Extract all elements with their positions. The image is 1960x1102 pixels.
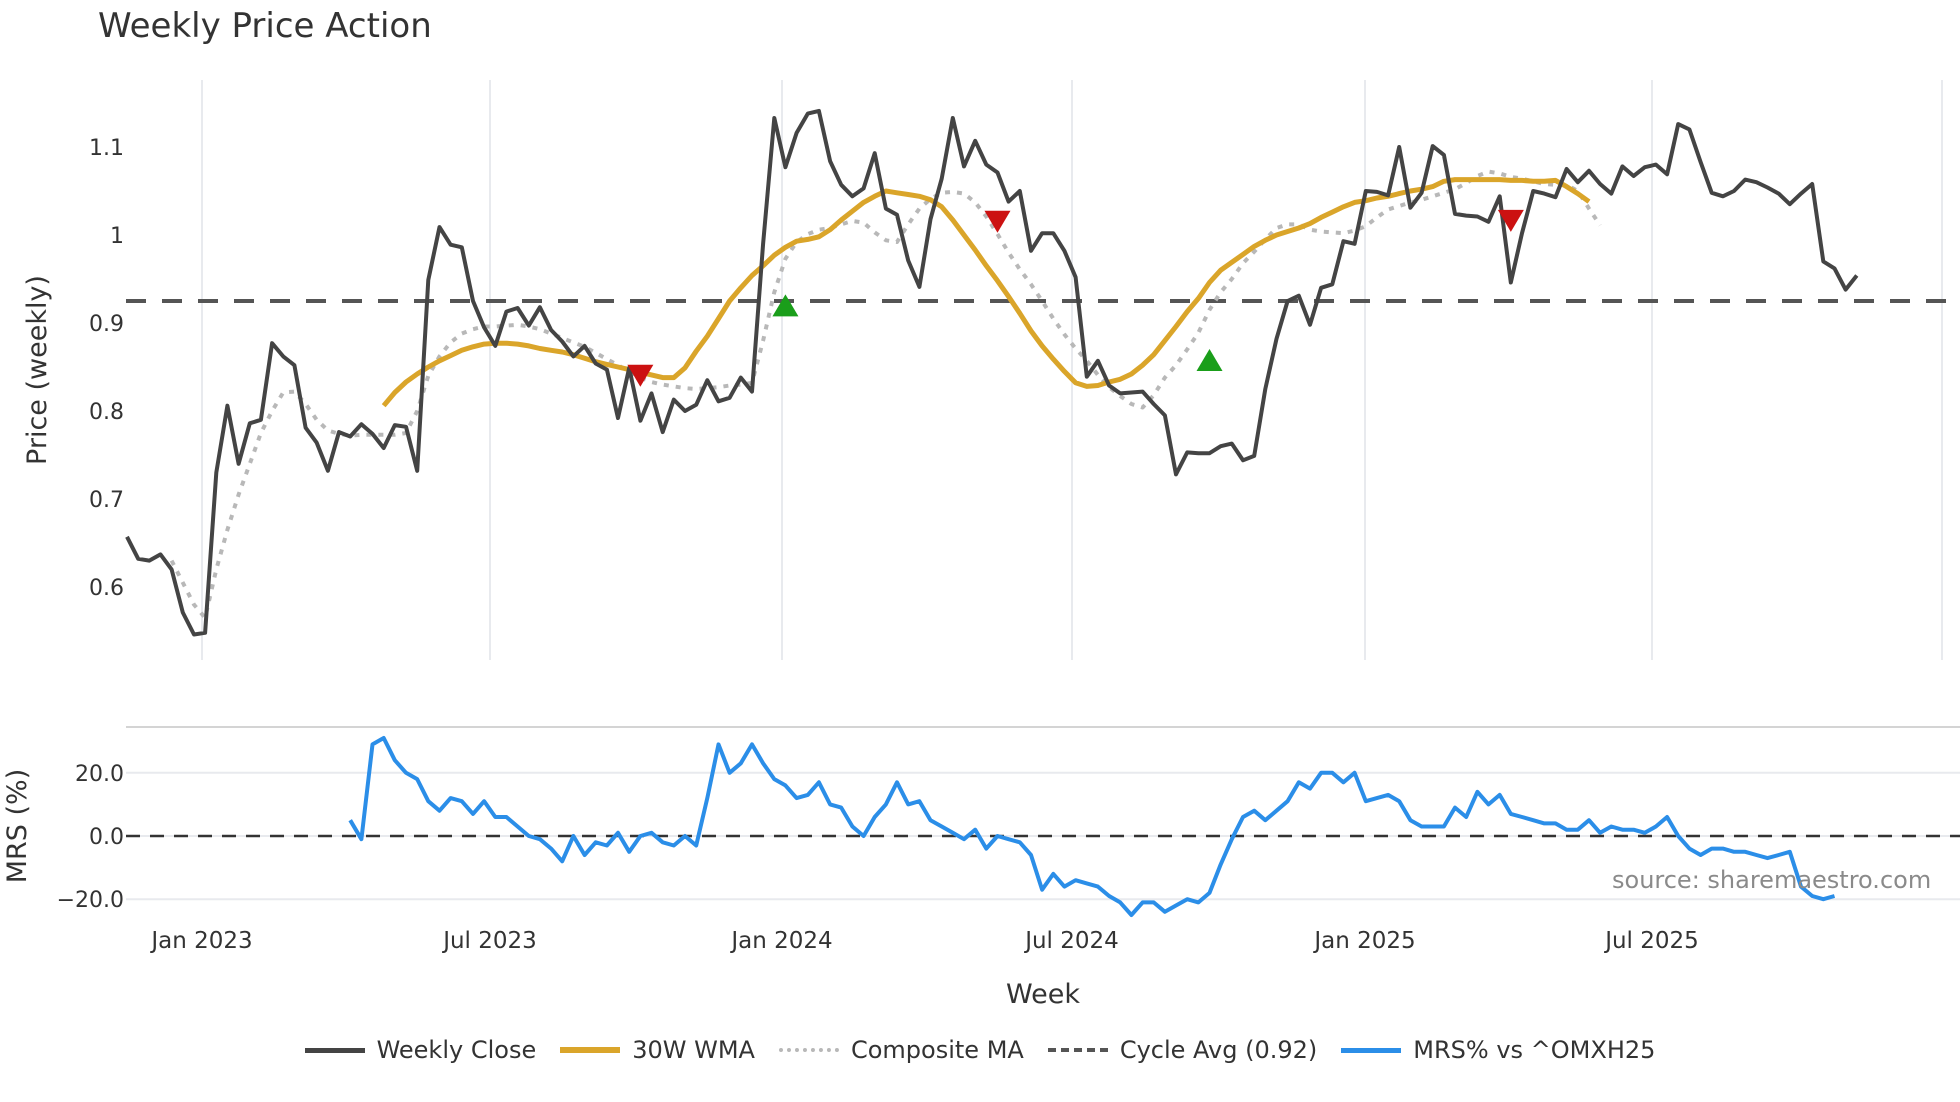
legend-item-mrs[interactable]: MRS% vs ^OMXH25: [1341, 1036, 1655, 1064]
buy-signal-icon: [1196, 348, 1223, 371]
svg-text:Jan 2025: Jan 2025: [1312, 928, 1415, 954]
legend-item-close[interactable]: Weekly Close: [304, 1036, 537, 1064]
cycle-dashed-line-icon: [1047, 1048, 1108, 1052]
svg-text:Price (weekly): Price (weekly): [22, 275, 53, 465]
svg-text:Jan 2024: Jan 2024: [729, 928, 832, 954]
legend-label: Cycle Avg (0.92): [1119, 1036, 1318, 1064]
svg-text:1: 1: [110, 224, 124, 249]
sell-signal-icon: [1497, 209, 1524, 232]
buy-signal-icon: [772, 294, 799, 317]
svg-text:0.9: 0.9: [89, 312, 124, 337]
composite-ma-line: [169, 169, 1602, 620]
axis-labels: Week Price (weekly) MRS (%): [2, 275, 1080, 1010]
svg-text:Jul 2023: Jul 2023: [441, 928, 537, 954]
legend-item-wma[interactable]: 30W WMA: [560, 1036, 755, 1064]
grid-lines: [126, 80, 1960, 901]
svg-text:20.0: 20.0: [75, 762, 124, 787]
svg-text:0.6: 0.6: [89, 576, 124, 601]
svg-text:−20.0: −20.0: [57, 888, 124, 913]
legend-label: Composite MA: [850, 1036, 1024, 1064]
svg-text:0.8: 0.8: [89, 400, 124, 425]
legend-item-cycle[interactable]: Cycle Avg (0.92): [1047, 1036, 1318, 1064]
legend-label: Weekly Close: [376, 1036, 537, 1064]
svg-text:Jul 2025: Jul 2025: [1603, 928, 1699, 954]
legend-label: 30W WMA: [632, 1036, 755, 1064]
legend-label: MRS% vs ^OMXH25: [1413, 1036, 1656, 1064]
close-line-icon: [304, 1047, 365, 1053]
sell-signal-icon: [627, 364, 654, 387]
composite-dotted-line-icon: [778, 1048, 839, 1052]
source-label: source: sharemaestro.com: [1612, 866, 1932, 894]
series-lines: [125, 108, 1960, 917]
svg-text:0.7: 0.7: [89, 488, 124, 513]
svg-text:Week: Week: [1006, 979, 1080, 1010]
weekly-close-line: [125, 108, 1859, 637]
mrs-line-icon: [1341, 1047, 1402, 1053]
x-axis-ticks: Jan 2023 Jul 2023 Jan 2024 Jul 2024 Jan 2025…: [149, 928, 1698, 954]
svg-text:Jan 2023: Jan 2023: [149, 928, 252, 954]
wma-line-icon: [560, 1047, 621, 1053]
legend-item-composite[interactable]: Composite MA: [778, 1036, 1024, 1064]
svg-text:Jul 2024: Jul 2024: [1023, 928, 1119, 954]
svg-text:0.0: 0.0: [89, 825, 124, 850]
signal-markers: [627, 209, 1524, 387]
chart-title: Weekly Price Action: [98, 6, 432, 46]
mrs-line: [348, 736, 1836, 917]
svg-text:1.1: 1.1: [89, 136, 124, 161]
legend: Weekly Close 30W WMA Composite MA Cycle …: [0, 1036, 1960, 1064]
svg-text:MRS (%): MRS (%): [2, 769, 33, 884]
y-axis-ticks: 0.6 0.7 0.8 0.9 1 1.1 20.0 0.0 −20.0: [57, 136, 124, 913]
sell-signal-icon: [984, 210, 1011, 233]
